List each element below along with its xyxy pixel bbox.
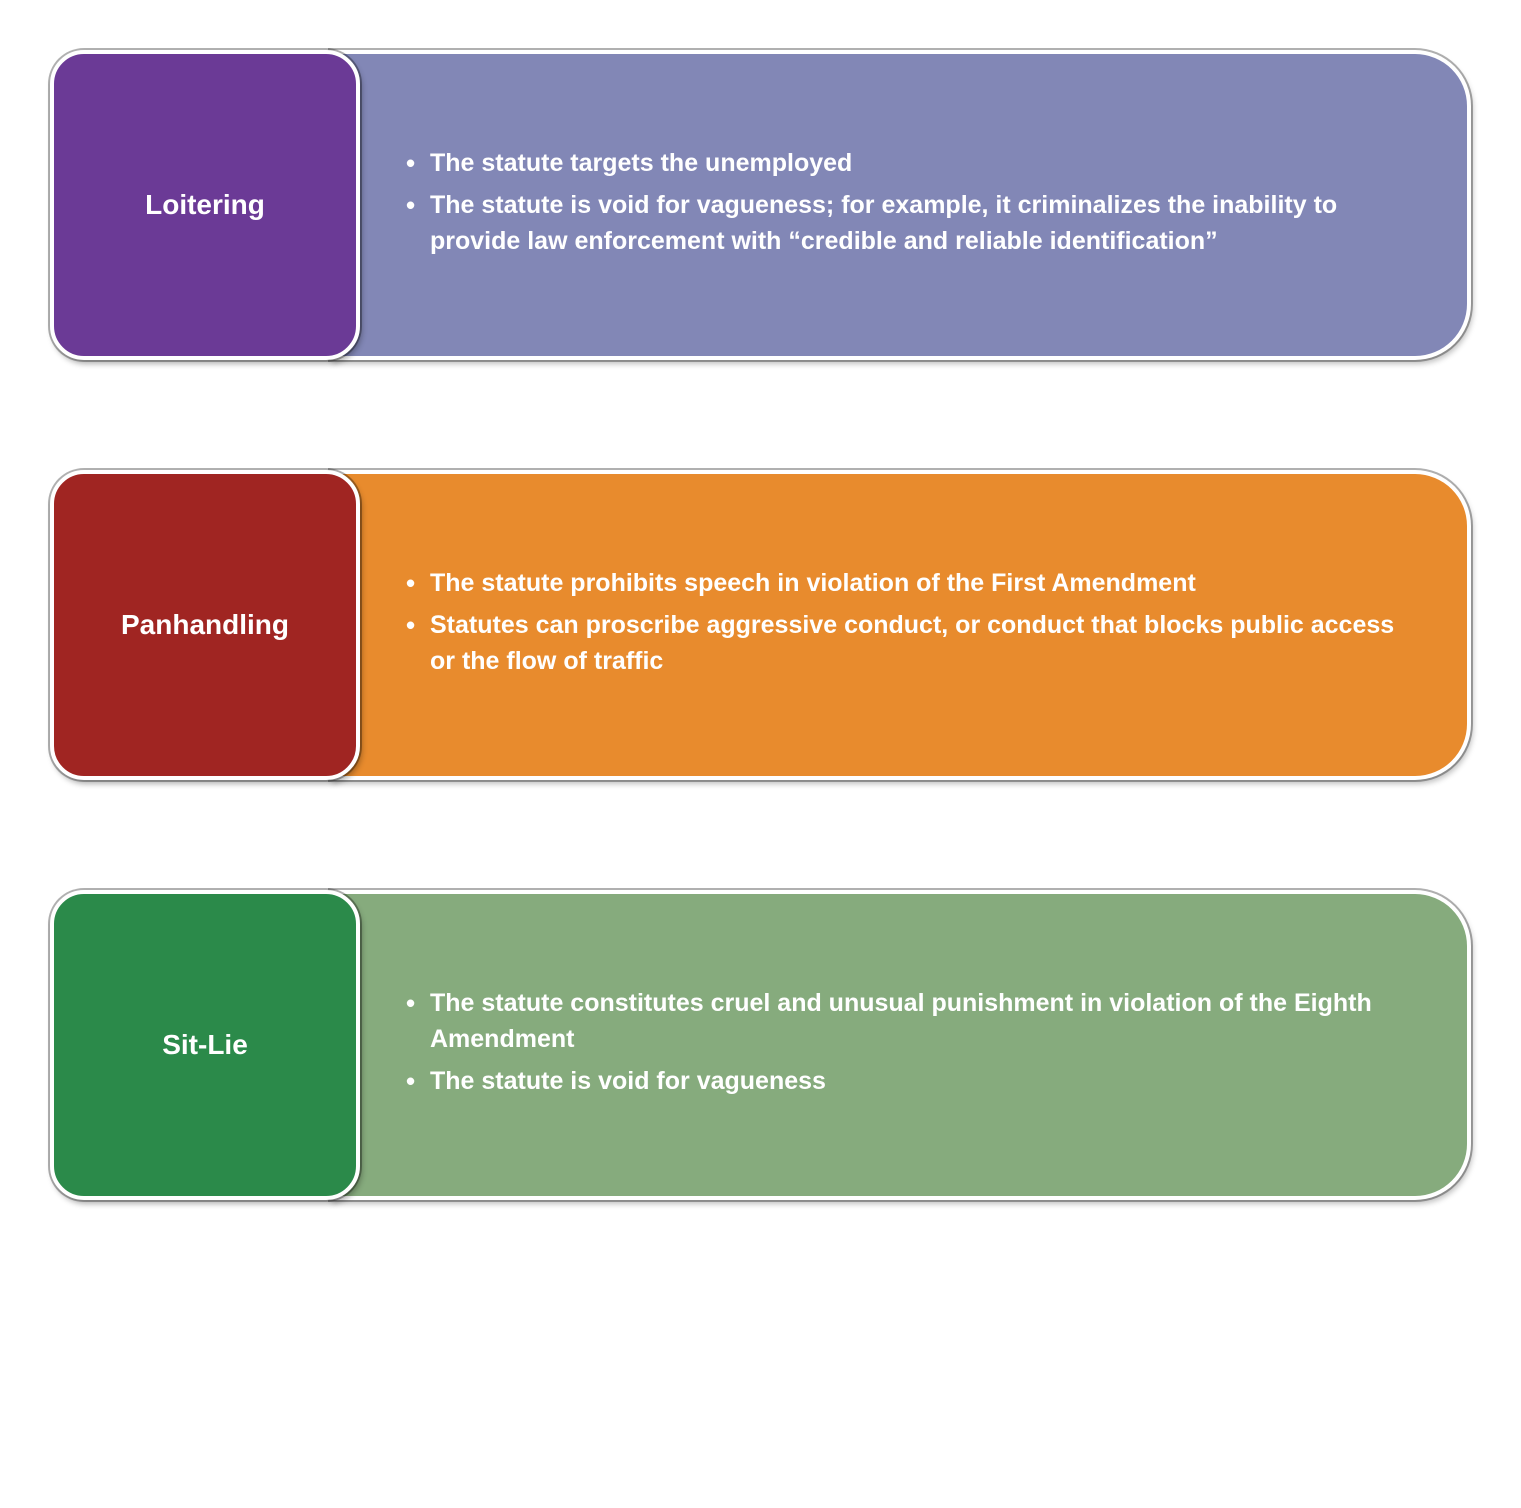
bullet-item: The statute targets the unemployed [400,145,1407,181]
card-body: The statute targets the unemployed The st… [330,50,1471,360]
bullet-list: The statute prohibits speech in violatio… [400,565,1407,686]
bullet-item: The statute prohibits speech in violatio… [400,565,1407,601]
card-body: The statute prohibits speech in violatio… [330,470,1471,780]
bullet-item: The statute is void for vagueness [400,1063,1407,1099]
bullet-list: The statute constitutes cruel and unusua… [400,985,1407,1106]
bullet-item: The statute constitutes cruel and unusua… [400,985,1407,1058]
card-label: Panhandling [50,470,360,780]
info-card: Panhandling The statute prohibits speech … [50,470,1471,780]
bullet-list: The statute targets the unemployed The st… [400,145,1407,266]
infographic-container: Loitering The statute targets the unemplo… [50,50,1471,1200]
bullet-item: The statute is void for vagueness; for e… [400,187,1407,260]
card-label: Loitering [50,50,360,360]
bullet-item: Statutes can proscribe aggressive conduc… [400,607,1407,680]
card-label: Sit-Lie [50,890,360,1200]
info-card: Sit-Lie The statute constitutes cruel and… [50,890,1471,1200]
card-body: The statute constitutes cruel and unusua… [330,890,1471,1200]
info-card: Loitering The statute targets the unemplo… [50,50,1471,360]
